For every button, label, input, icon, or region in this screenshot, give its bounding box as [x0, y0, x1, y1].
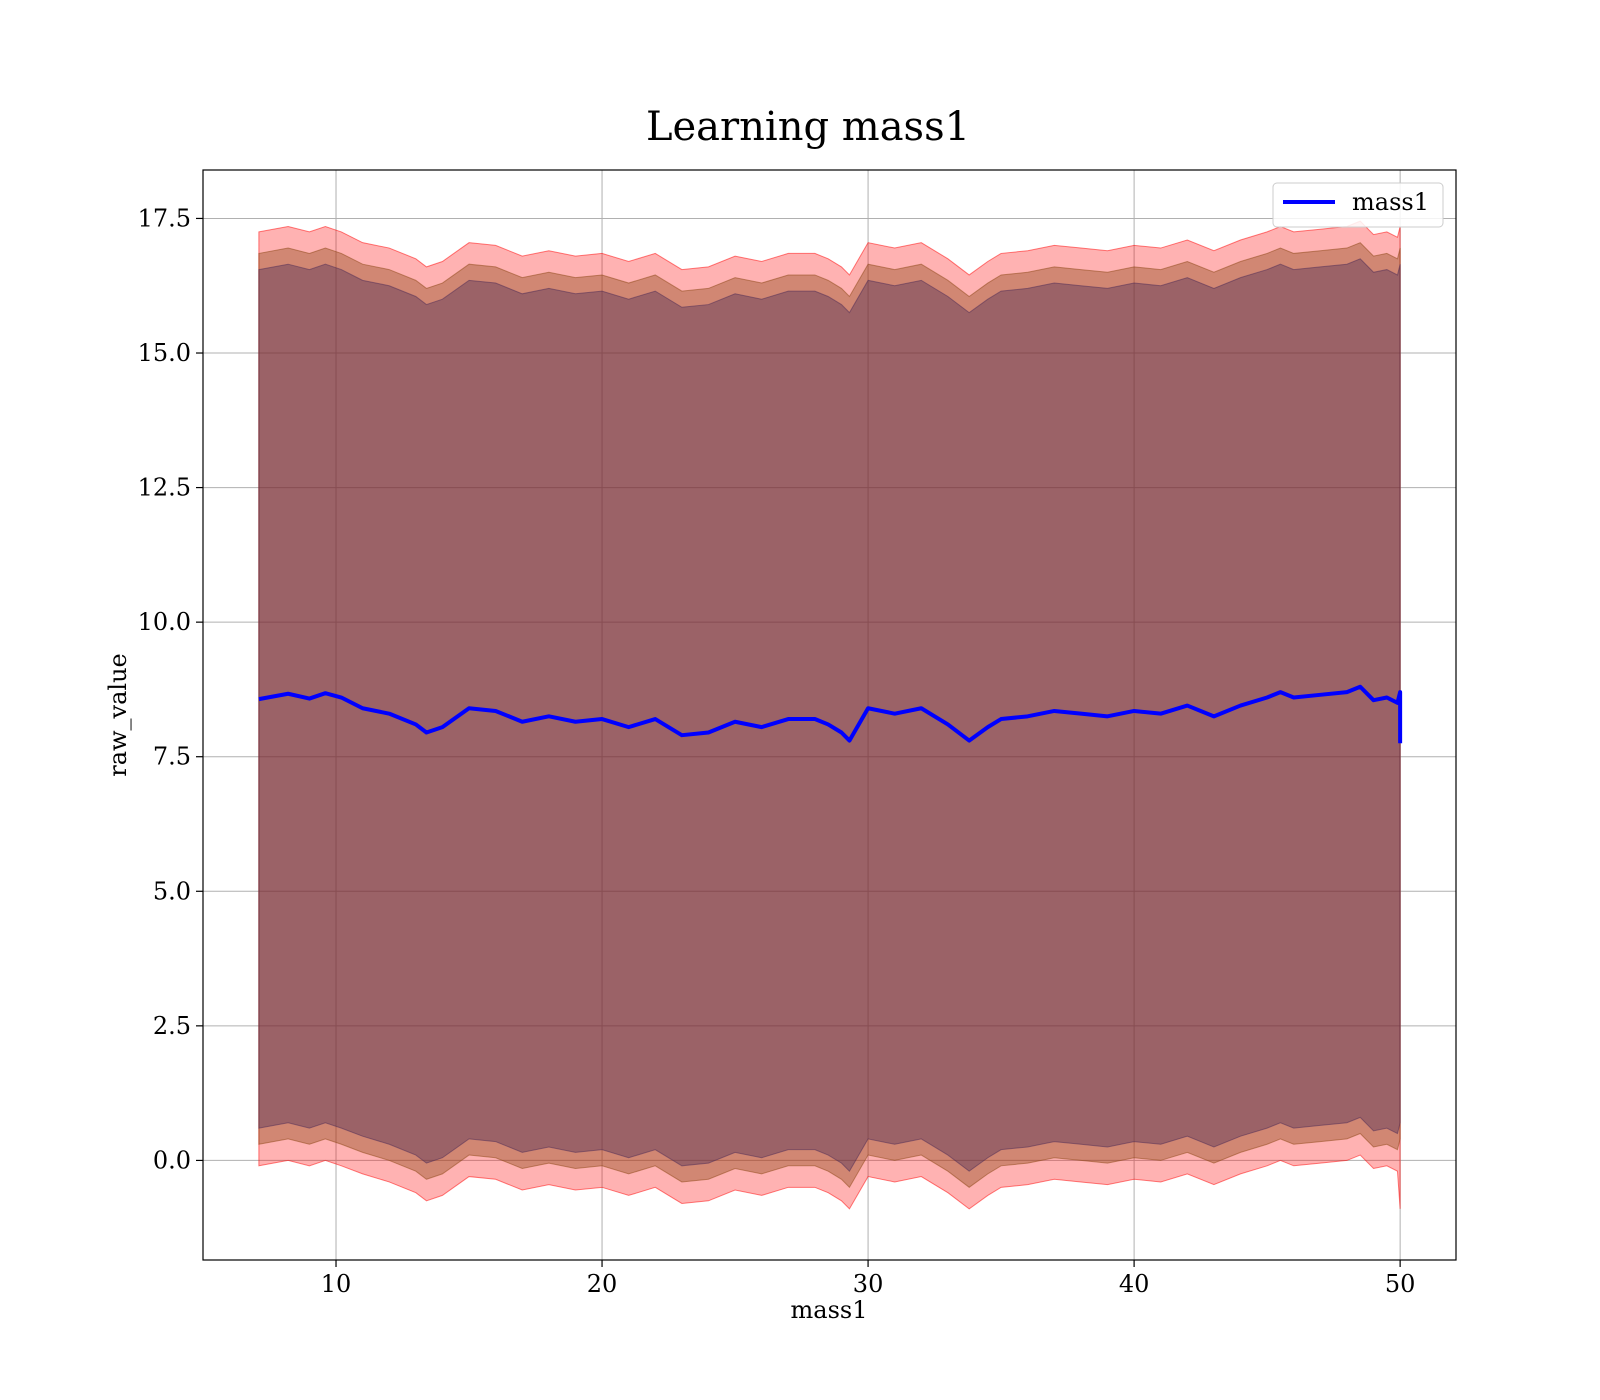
chart-title: Learning mass1	[646, 104, 970, 150]
confidence-band-2	[258, 242, 1401, 1189]
y-tick-label: 12.5	[138, 474, 191, 502]
series-lines	[258, 684, 1403, 744]
legend-label: mass1	[1352, 188, 1429, 216]
plot-area	[202, 169, 1457, 1261]
x-tick-label: 30	[853, 1270, 884, 1298]
confidence-bands	[258, 220, 1401, 1210]
series-line-mass1	[258, 684, 1403, 744]
y-tick-label: 0.0	[153, 1146, 191, 1174]
y-tick-label: 10.0	[138, 608, 191, 636]
y-tick-label: 2.5	[153, 1012, 191, 1040]
x-tick-label: 10	[321, 1270, 352, 1298]
y-tick-label: 7.5	[153, 743, 191, 771]
x-tick-label: 50	[1385, 1270, 1416, 1298]
legend-box	[1272, 182, 1444, 228]
y-axis-label: raw_value	[104, 653, 132, 777]
y-axis-ticks: 0.0 2.5 5.0 7.5 10.0 12.5 15.0 17.5	[138, 204, 203, 1174]
x-axis-label: mass1	[791, 1296, 868, 1324]
plot-frame	[202, 169, 1457, 1261]
y-tick-label: 17.5	[138, 204, 191, 232]
x-axis-ticks: 10 20 30 40 50	[321, 1260, 1416, 1298]
confidence-band-3	[258, 258, 1401, 1173]
y-tick-label: 15.0	[138, 339, 191, 367]
legend: mass1	[1272, 182, 1444, 228]
confidence-band-1	[258, 220, 1401, 1210]
x-tick-label: 40	[1119, 1270, 1150, 1298]
y-tick-label: 5.0	[153, 877, 191, 905]
x-tick-label: 20	[587, 1270, 618, 1298]
